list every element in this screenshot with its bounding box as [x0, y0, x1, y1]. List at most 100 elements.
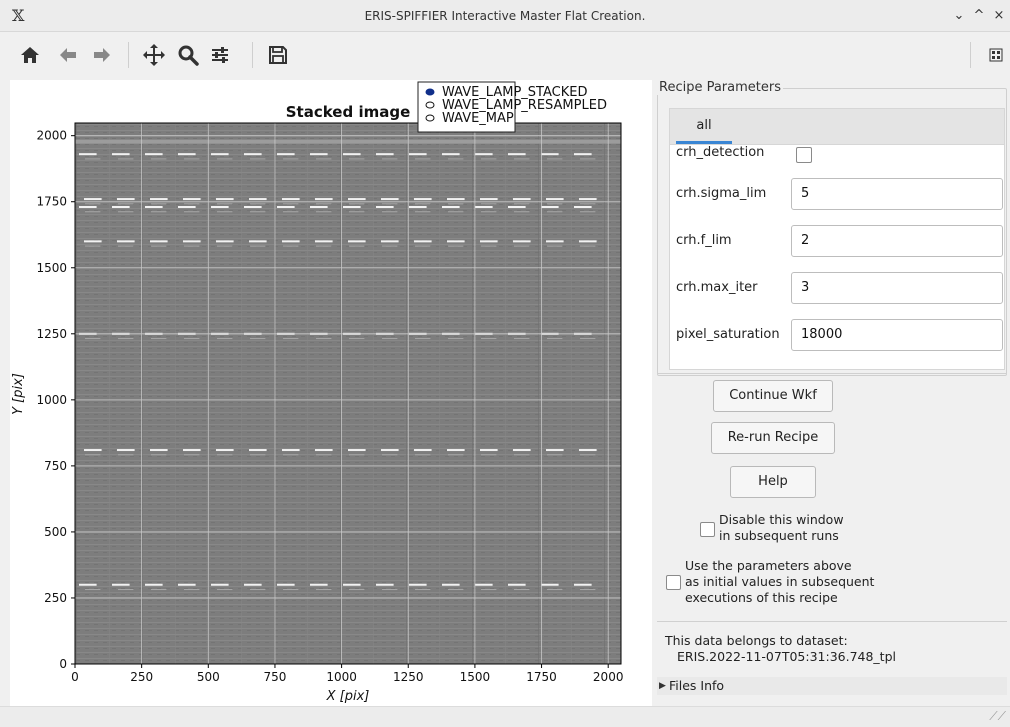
radio-selected-icon[interactable]	[425, 88, 435, 96]
close-button[interactable]: ×	[993, 8, 1005, 23]
faint-line-segment	[514, 338, 530, 340]
emission-line-segment	[310, 153, 328, 156]
divider	[657, 621, 1007, 622]
faint-line-segment	[85, 338, 101, 340]
emission-line-segment	[343, 153, 361, 156]
faint-line-segment	[547, 454, 563, 456]
window-title: ERIS-SPIFFIER Interactive Master Flat Cr…	[364, 9, 646, 23]
emission-line-segment	[579, 240, 597, 243]
minimize-button[interactable]: ⌄	[953, 8, 965, 23]
legend-item-wave-lamp-stacked[interactable]: WAVE_LAMP_STACKED	[425, 85, 587, 100]
faint-line-segment	[250, 158, 266, 160]
files-info-label: Files Info	[669, 678, 725, 693]
emission-line-segment	[277, 153, 295, 156]
resize-grip-icon[interactable]: ⟋⟋	[989, 709, 1006, 723]
faint-line-segment	[283, 158, 299, 160]
crh-sigma-lim-input[interactable]: 5	[791, 178, 1003, 210]
crh-max-iter-input[interactable]: 3	[791, 272, 1003, 304]
emission-line-segment	[414, 449, 432, 452]
emission-line-segment	[513, 449, 531, 452]
faint-line-segment	[349, 245, 365, 247]
faint-line-segment	[184, 203, 200, 205]
stacked-image-plot[interactable]: 0 250 500 750 1000 1250 1500 1750 2000 0 250 500 75…	[10, 80, 652, 706]
rerun-recipe-button[interactable]: Re-run Recipe	[711, 422, 835, 454]
emission-line-segment	[508, 583, 526, 586]
emission-line-segment	[414, 240, 432, 243]
faint-line-segment	[415, 203, 431, 205]
tab-all[interactable]: all	[696, 118, 712, 133]
right-panel: Recipe Parameters all crh_detection crh.…	[655, 80, 1010, 706]
faint-line-segment	[151, 589, 167, 591]
recipe-parameters-group	[657, 88, 1007, 376]
faint-line-segment	[316, 158, 332, 160]
emission-line-segment	[508, 206, 526, 209]
emission-line-segment	[315, 240, 333, 243]
crh-f-lim-input[interactable]: 2	[791, 225, 1003, 257]
configure-subplots-icon[interactable]	[206, 40, 234, 70]
faint-line-segment	[580, 203, 596, 205]
faint-line-segment	[448, 245, 464, 247]
emission-line-segment	[282, 449, 300, 452]
plot-canvas[interactable]: 0 250 500 750 1000 1250 1500 1750 2000 0 250 500 75…	[10, 80, 652, 706]
faint-line-segment	[481, 245, 497, 247]
faint-line-segment	[514, 454, 530, 456]
legend-label: WAVE_LAMP_STACKED	[442, 85, 587, 100]
pan-icon[interactable]	[140, 40, 168, 70]
emission-line-segment	[513, 198, 531, 201]
emission-line-segment	[447, 449, 465, 452]
emission-line-segment	[579, 198, 597, 201]
save-icon[interactable]	[264, 40, 292, 70]
emission-line-segment	[480, 449, 498, 452]
emission-line-segment	[282, 240, 300, 243]
legend-item-wave-map[interactable]: WAVE_MAP	[425, 111, 514, 126]
emission-line-segment	[447, 240, 465, 243]
faint-line-segment	[415, 589, 431, 591]
maximize-button[interactable]: ^	[973, 8, 985, 23]
emission-line-segment	[150, 449, 168, 452]
y-tick-label: 500	[44, 525, 67, 539]
forward-arrow-icon[interactable]	[88, 40, 116, 70]
files-info-expander[interactable]: ▶ Files Info	[657, 677, 1007, 695]
faint-line-segment	[118, 589, 134, 591]
back-arrow-icon[interactable]	[54, 40, 82, 70]
emission-line-segment	[381, 198, 399, 201]
faint-line-segment	[184, 211, 200, 213]
emission-line-segment	[117, 198, 135, 201]
faint-line-segment	[580, 245, 596, 247]
faint-line-segment	[118, 245, 134, 247]
title-bar: 𝕏 ERIS-SPIFFIER Interactive Master Flat …	[0, 0, 1010, 32]
continue-workflow-button[interactable]: Continue Wkf	[713, 380, 833, 412]
faint-line-segment	[250, 589, 266, 591]
emission-line-segment	[348, 198, 366, 201]
emission-line-segment	[117, 240, 135, 243]
radio-unselected-icon[interactable]	[425, 114, 435, 122]
home-icon[interactable]	[16, 40, 44, 70]
figure-options-icon[interactable]	[982, 40, 1010, 70]
pixel-saturation-input[interactable]: 18000	[791, 319, 1003, 351]
zoom-icon[interactable]	[174, 40, 202, 70]
faint-line-segment	[217, 203, 233, 205]
emission-line-segment	[381, 240, 399, 243]
emission-line-segment	[150, 240, 168, 243]
parameter-list[interactable]: crh_detection crh.sigma_lim 5 crh.f_lim …	[669, 144, 1005, 370]
crh-detection-checkbox[interactable]	[796, 147, 812, 163]
legend-item-wave-lamp-resampled[interactable]: WAVE_LAMP_RESAMPLED	[425, 98, 607, 113]
disable-window-checkbox[interactable]	[700, 522, 715, 537]
y-tick-label: 750	[44, 459, 67, 473]
help-button[interactable]: Help	[730, 466, 816, 498]
faint-line-segment	[184, 245, 200, 247]
faint-line-segment	[481, 203, 497, 205]
radio-unselected-icon[interactable]	[425, 101, 435, 109]
faint-line-segment	[448, 589, 464, 591]
emission-line-segment	[112, 206, 130, 209]
emission-line-segment	[277, 583, 295, 586]
faint-line-segment	[118, 211, 134, 213]
faint-line-segment	[382, 158, 398, 160]
faint-line-segment	[514, 203, 530, 205]
faint-line-segment	[316, 338, 332, 340]
x-tick-label: 500	[197, 670, 220, 684]
use-params-label-line2: as initial values in subsequent	[685, 574, 875, 589]
group-title: Recipe Parameters	[657, 80, 783, 95]
param-label-crh-f-lim: crh.f_lim	[676, 233, 732, 248]
use-params-checkbox[interactable]	[666, 575, 681, 590]
